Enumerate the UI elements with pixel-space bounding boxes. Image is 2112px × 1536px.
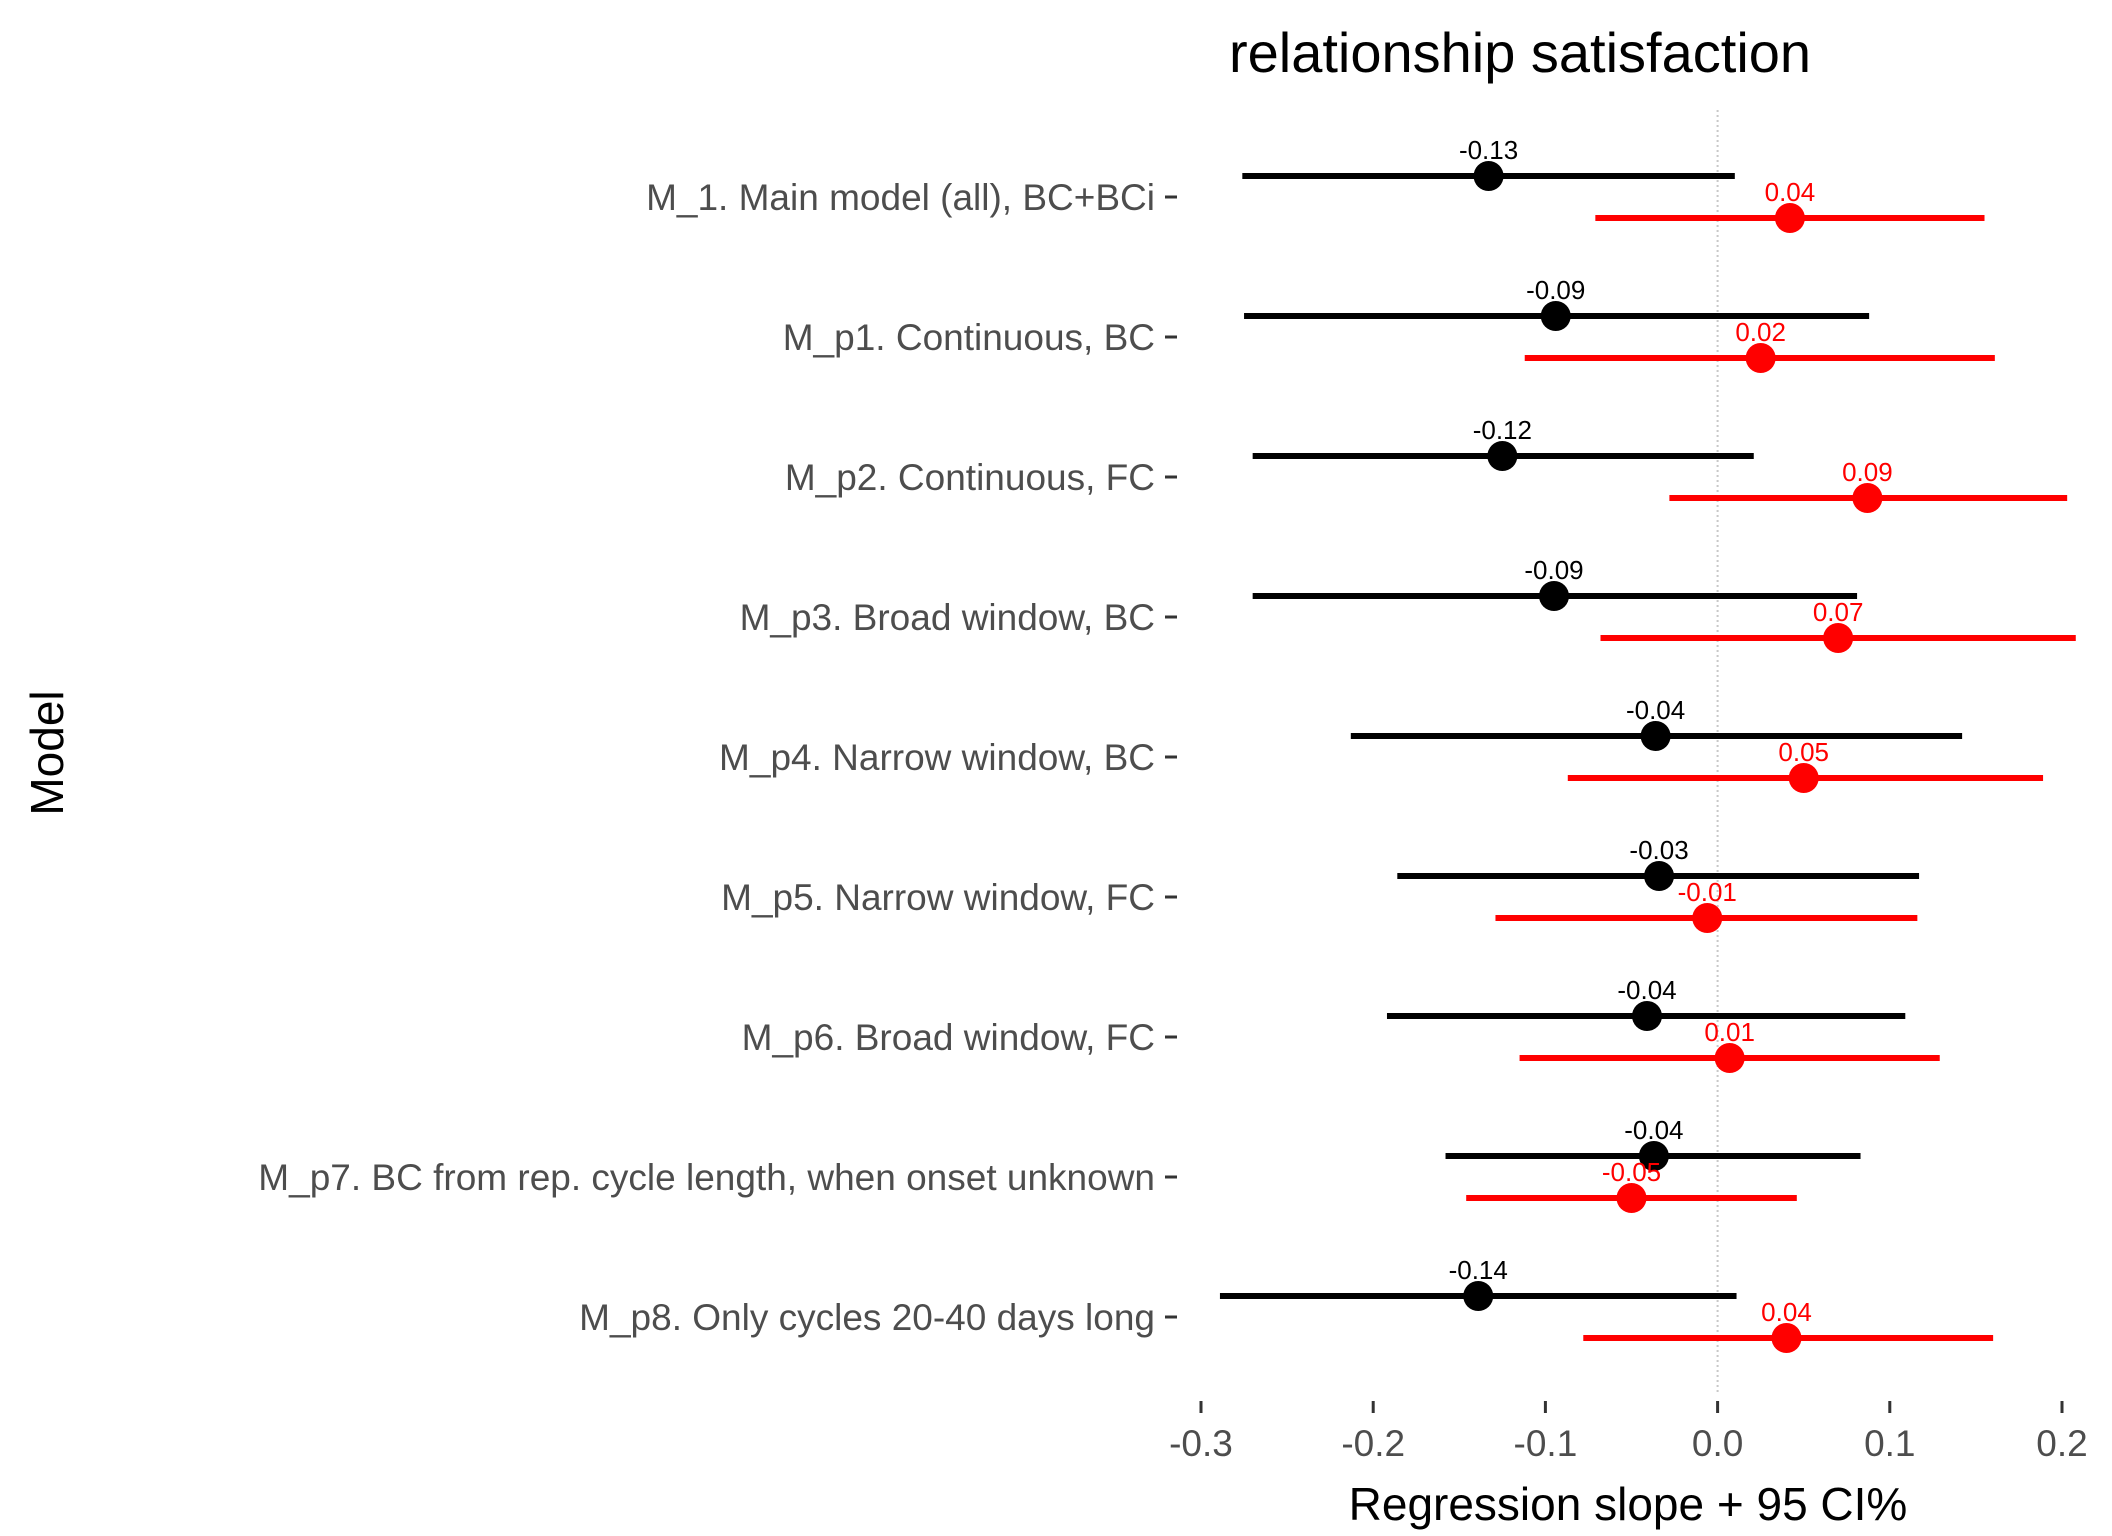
y-tick-label: M_p3. Broad window, BC [740,597,1155,638]
x-axis-title: Regression slope + 95 CI% [1349,1478,1908,1530]
data-label: 0.04 [1765,177,1816,207]
point-estimate [1463,1281,1494,1311]
y-tick-label: M_p8. Only cycles 20-40 days long [579,1297,1155,1338]
y-tick-label: M_p1. Continuous, BC [783,317,1155,358]
point-estimate [1823,623,1854,653]
y-tick-label: M_p2. Continuous, FC [785,457,1155,498]
x-tick-label: 0.0 [1692,1423,1743,1464]
x-tick-label: -0.1 [1514,1423,1578,1464]
point-estimate [1774,203,1805,233]
data-label: 0.04 [1761,1297,1812,1327]
x-tick-label: 0.1 [1864,1423,1915,1464]
point-estimate [1638,1141,1669,1171]
point-estimate [1631,1001,1662,1031]
point-estimate [1539,581,1570,611]
data-label: -0.12 [1473,415,1532,445]
y-tick-label: M_1. Main model (all), BC+BCi [646,177,1155,218]
x-axis: -0.3 -0.2 -0.1 0.0 0.1 0.2 [1169,1401,2088,1464]
data-label: 0.01 [1704,1017,1755,1047]
y-axis: M_1. Main model (all), BC+BCi M_p1. Conti… [258,177,1177,1338]
point-estimate [1692,903,1723,933]
x-tick-label: -0.3 [1169,1423,1233,1464]
data-series: -0.13 -0.09 -0.12 -0.09 -0.04 -0.03 -0.04 -0.04… [1219,135,2076,1353]
x-tick-label: 0.2 [2036,1423,2087,1464]
point-estimate [1714,1043,1745,1073]
data-label: 0.05 [1778,737,1829,767]
point-estimate [1487,441,1518,471]
data-label: -0.09 [1524,555,1583,585]
chart-title: relationship satisfaction [1229,21,1811,84]
data-label: -0.04 [1617,975,1676,1005]
point-estimate [1644,861,1675,891]
y-axis-title: Model [21,690,73,815]
point-estimate [1745,343,1776,373]
data-label: 0.07 [1813,597,1864,627]
point-estimate [1640,721,1671,751]
y-tick-label: M_p4. Narrow window, BC [719,737,1155,778]
series-red: 0.04 0.02 0.09 0.07 0.05 -0.01 0.01 -0.05 0.04 [1466,177,2076,1353]
x-tick-label: -0.2 [1341,1423,1405,1464]
point-estimate [1771,1323,1802,1353]
series-black: -0.13 -0.09 -0.12 -0.09 -0.04 -0.03 -0.04 -0.04… [1219,135,1963,1311]
data-label: -0.04 [1626,695,1685,725]
y-tick-label: M_p7. BC from rep. cycle length, when on… [258,1157,1155,1198]
data-label: 0.02 [1735,317,1786,347]
point-estimate [1540,301,1571,331]
point-estimate [1852,483,1883,513]
data-label: -0.01 [1678,877,1737,907]
data-label: -0.14 [1449,1255,1508,1285]
point-estimate [1473,161,1504,191]
data-label: -0.13 [1459,135,1518,165]
y-tick-label: M_p5. Narrow window, FC [721,877,1155,918]
data-label: -0.03 [1629,835,1688,865]
data-label: -0.09 [1526,275,1585,305]
y-tick-label: M_p6. Broad window, FC [742,1017,1155,1058]
data-label: -0.04 [1624,1115,1683,1145]
data-label: -0.05 [1602,1157,1661,1187]
data-label: 0.09 [1842,457,1893,487]
point-estimate [1788,763,1819,793]
point-estimate [1616,1183,1647,1213]
